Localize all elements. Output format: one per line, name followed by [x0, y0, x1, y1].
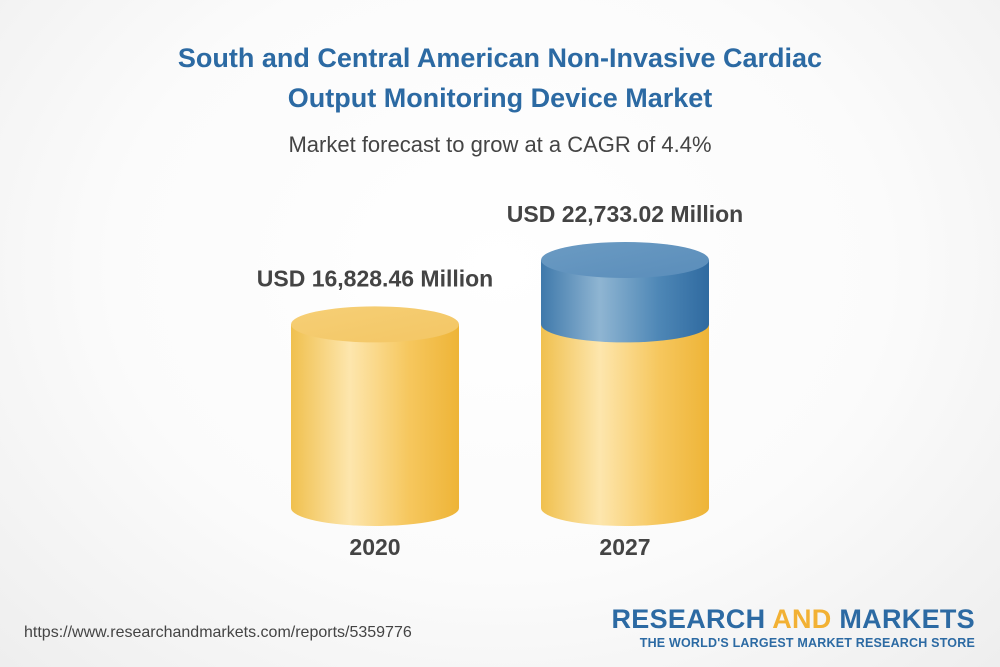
brand-name-and: AND [772, 604, 832, 634]
brand-name-research: RESEARCH [611, 604, 773, 634]
chart-subtitle: Market forecast to grow at a CAGR of 4.4… [288, 132, 712, 157]
chart-title-line-1: South and Central American Non-Invasive … [177, 43, 823, 73]
cylinder-body-2020 [291, 324, 459, 526]
brand-name-markets: MARKETS [831, 604, 975, 634]
cylinder-growth-2027 [541, 260, 709, 343]
brand-tagline: THE WORLD'S LARGEST MARKET RESEARCH STOR… [639, 636, 975, 650]
chart-title: South and Central American Non-Invasive … [0, 38, 1000, 118]
value-label-2027: USD 22,733.02 Million [507, 201, 743, 227]
cylinder-chart: USD 16,828.46 Million 2020 USD 22,733.02 M… [257, 201, 743, 560]
value-label-2020: USD 16,828.46 Million [257, 265, 493, 291]
brand-logo: RESEARCH AND MARKETS THE WORLD'S LARGEST… [611, 604, 975, 650]
category-label-2027: 2027 [599, 534, 650, 560]
cylinder-top-2020 [291, 306, 459, 343]
chart-title-line-2: Output Monitoring Device Market [287, 83, 713, 113]
cylinder-base-2027 [541, 324, 709, 526]
source-url: https://www.researchandmarkets.com/repor… [24, 624, 412, 641]
cylinder-top-2027 [541, 242, 709, 278]
brand-name: RESEARCH AND MARKETS [611, 604, 975, 634]
category-label-2020: 2020 [349, 534, 400, 560]
